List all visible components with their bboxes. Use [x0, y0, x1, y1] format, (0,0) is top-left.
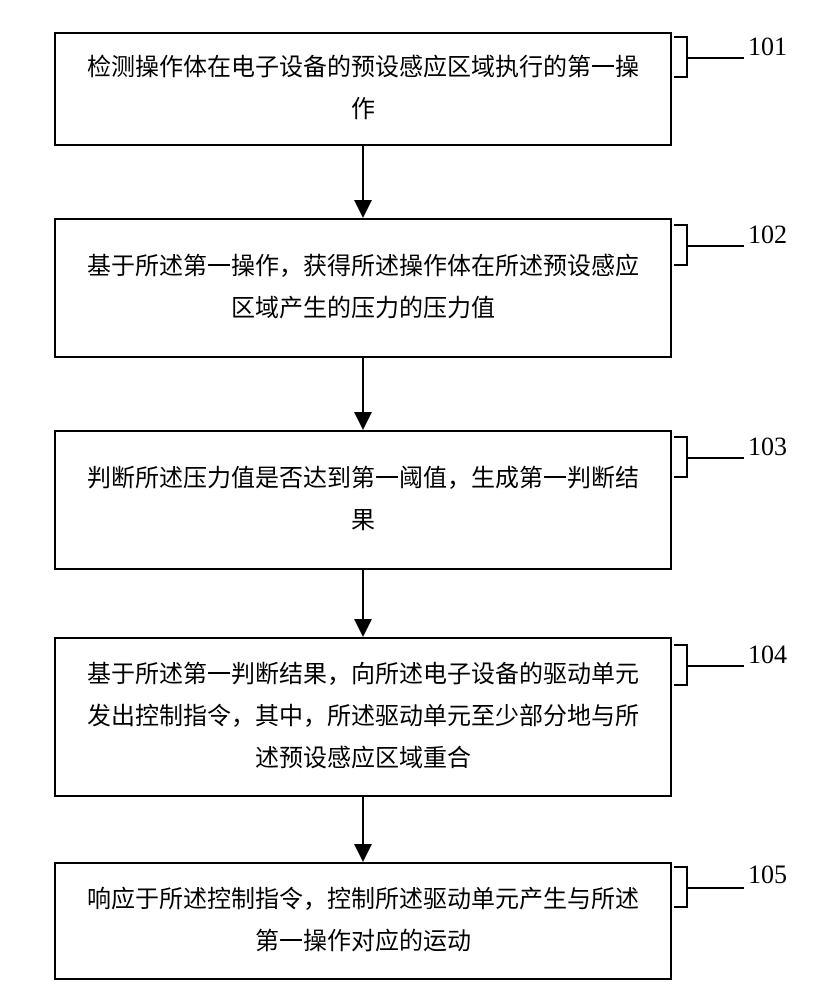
flow-arrow-line	[362, 570, 364, 621]
step-number-label: 103	[748, 432, 787, 462]
flow-arrow-line	[362, 146, 364, 202]
step-number-label: 105	[748, 860, 787, 890]
flow-arrow-line	[362, 797, 364, 846]
flow-step-1: 检测操作体在电子设备的预设感应区域执行的第一操作	[54, 32, 672, 146]
label-leader-line	[686, 665, 744, 667]
flow-arrow-line	[362, 358, 364, 414]
label-leader-line	[686, 245, 744, 247]
flow-arrowhead-icon	[354, 412, 372, 430]
step-number-label: 101	[748, 32, 787, 62]
flow-step-text: 基于所述第一操作，获得所述操作体在所述预设感应区域产生的压力的压力值	[76, 246, 650, 330]
flow-step-text: 检测操作体在电子设备的预设感应区域执行的第一操作	[76, 47, 650, 131]
flowchart-canvas: 检测操作体在电子设备的预设感应区域执行的第一操作 101 基于所述第一操作，获得所述…	[0, 0, 832, 1000]
flow-arrowhead-icon	[354, 200, 372, 218]
step-number-label: 104	[748, 640, 787, 670]
label-leader-line	[686, 57, 744, 59]
flow-arrowhead-icon	[354, 619, 372, 637]
flow-arrowhead-icon	[354, 844, 372, 862]
flow-step-4: 基于所述第一判断结果，向所述电子设备的驱动单元发出控制指令，其中，所述驱动单元至…	[54, 637, 672, 797]
step-number-label: 102	[748, 220, 787, 250]
flow-step-5: 响应于所述控制指令，控制所述驱动单元产生与所述第一操作对应的运动	[54, 862, 672, 980]
flow-step-text: 基于所述第一判断结果，向所述电子设备的驱动单元发出控制指令，其中，所述驱动单元至…	[76, 654, 650, 780]
flow-step-text: 响应于所述控制指令，控制所述驱动单元产生与所述第一操作对应的运动	[76, 879, 650, 963]
flow-step-2: 基于所述第一操作，获得所述操作体在所述预设感应区域产生的压力的压力值	[54, 218, 672, 358]
flow-step-3: 判断所述压力值是否达到第一阈值，生成第一判断结果	[54, 430, 672, 570]
flow-step-text: 判断所述压力值是否达到第一阈值，生成第一判断结果	[76, 458, 650, 542]
label-leader-line	[686, 887, 744, 889]
label-leader-line	[686, 457, 744, 459]
